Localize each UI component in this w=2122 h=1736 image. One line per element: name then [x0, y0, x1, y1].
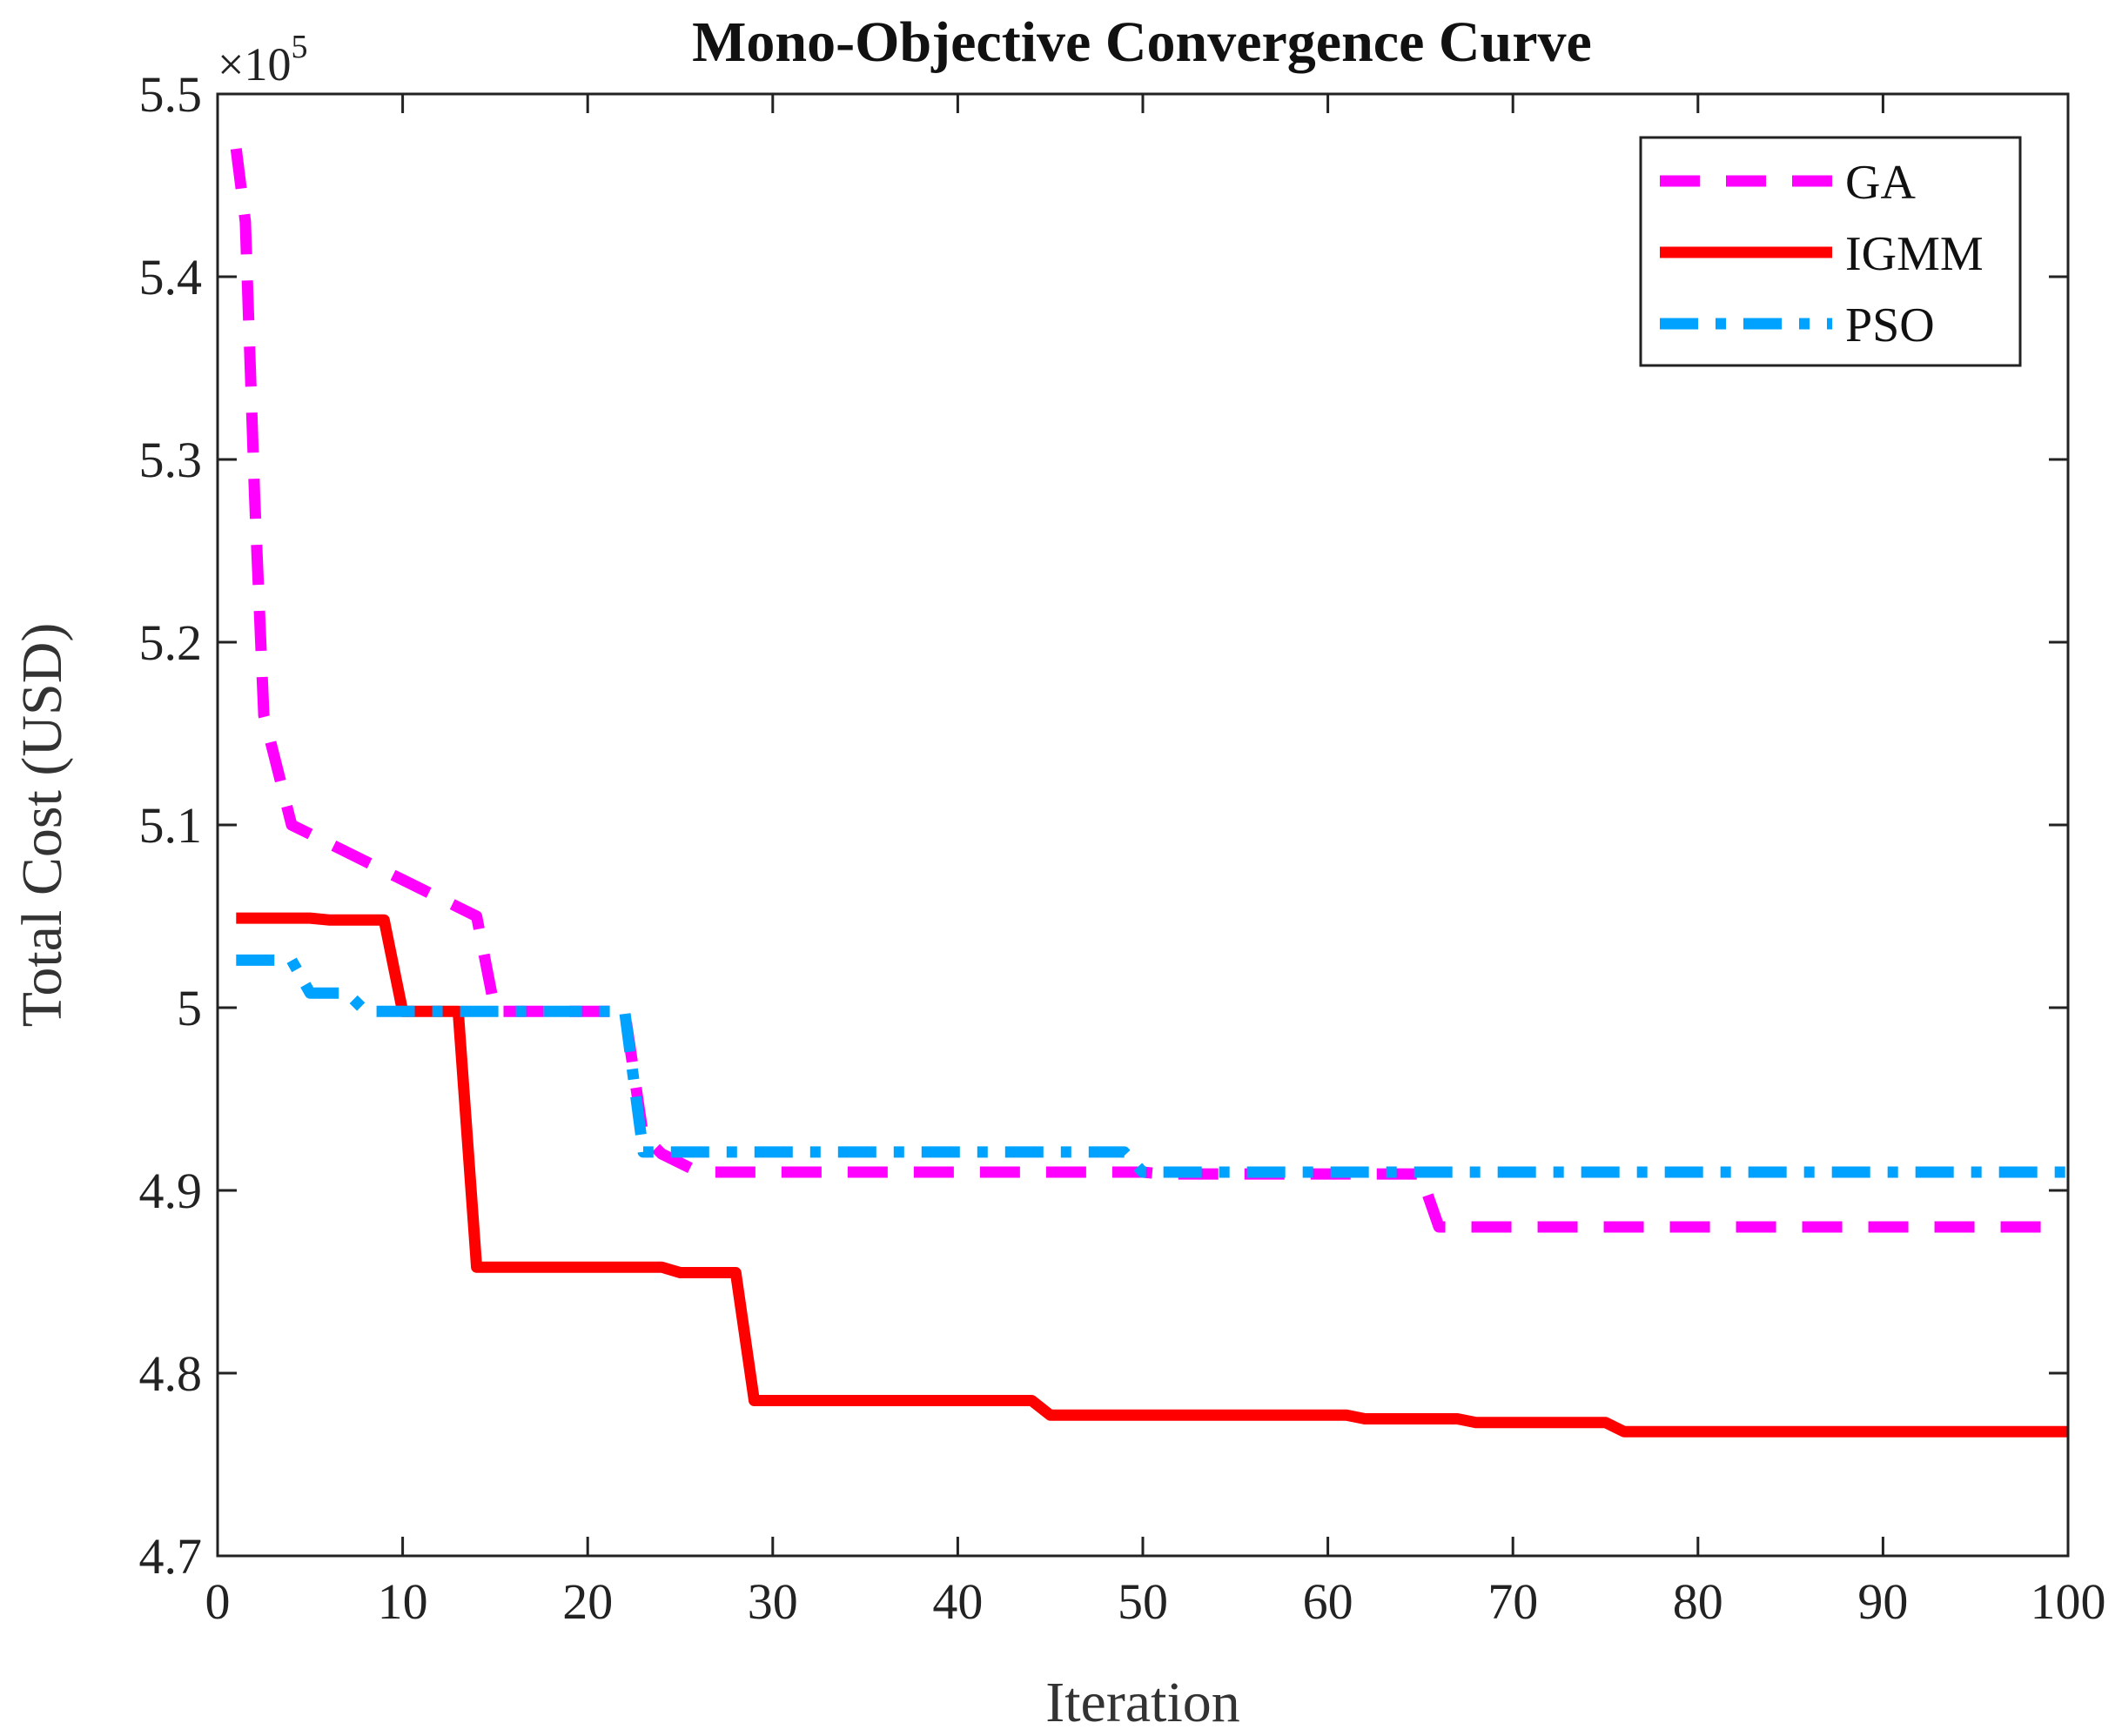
tick-layer: 0 10 20 30 40 50 60 70 80 90 100 4.7 4.8 4.9 5 5.1 5.2 5.… — [139, 66, 2106, 1630]
legend: GA IGMM PSO — [1639, 136, 2022, 367]
y-tick-label: 5 — [177, 980, 202, 1036]
y-tick-label: 4.9 — [139, 1163, 203, 1219]
y-tick-label: 5.5 — [139, 66, 203, 123]
series-layer — [230, 148, 2068, 1438]
y-tick-label: 5.4 — [139, 249, 203, 305]
x-tick-label: 10 — [378, 1573, 428, 1630]
x-tick-label: 20 — [562, 1573, 613, 1630]
x-tick-label: 50 — [1118, 1573, 1168, 1630]
y-axis-multiplier-exponent: 5 — [291, 29, 307, 65]
y-axis-multiplier: ×105 — [218, 29, 307, 90]
legend-label-igmm: IGMM — [1845, 227, 1984, 281]
x-tick-label: 100 — [2031, 1573, 2106, 1630]
y-tick-label: 4.8 — [139, 1345, 203, 1402]
y-axis-label: Total Cost (USD) — [10, 623, 74, 1028]
y-tick-label: 5.1 — [139, 797, 203, 854]
series-line-ga — [230, 148, 2068, 1233]
series-line-pso — [236, 954, 2068, 1178]
x-tick-label: 70 — [1487, 1573, 1538, 1630]
y-tick-label: 5.3 — [139, 432, 203, 488]
chart-title: Mono-Objective Convergence Curve — [692, 10, 1592, 74]
x-tick-label: 0 — [205, 1573, 231, 1630]
x-axis-label: Iteration — [1045, 1671, 1240, 1734]
legend-label-ga: GA — [1845, 156, 1916, 210]
x-tick-label: 30 — [748, 1573, 798, 1630]
y-tick-label: 4.7 — [139, 1528, 203, 1585]
x-tick-label: 90 — [1857, 1573, 1908, 1630]
y-tick-label: 5.2 — [139, 614, 203, 671]
series-line-igmm — [236, 912, 2068, 1438]
x-tick-label: 60 — [1303, 1573, 1353, 1630]
x-tick-label: 80 — [1673, 1573, 1723, 1630]
y-axis-multiplier-base: ×10 — [218, 38, 291, 90]
x-tick-label: 40 — [932, 1573, 983, 1630]
legend-label-pso: PSO — [1845, 298, 1935, 352]
